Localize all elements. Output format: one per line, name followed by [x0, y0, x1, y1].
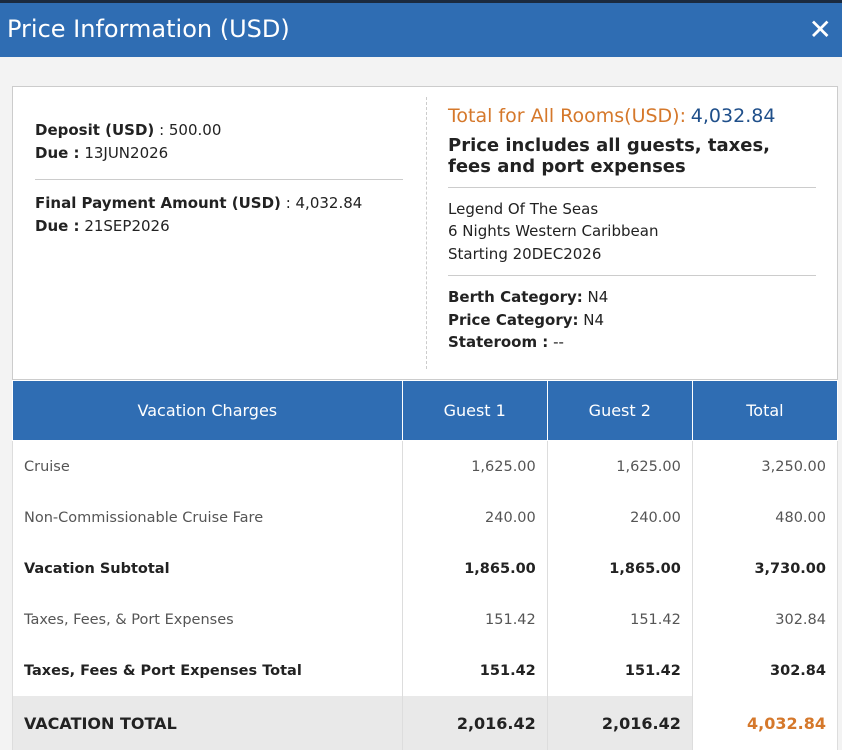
amount: 151.42 — [547, 645, 692, 696]
amount: 151.42 — [402, 594, 547, 645]
charge-label: Non-Commissionable Cruise Fare — [13, 492, 403, 543]
value: -- — [553, 333, 564, 351]
payment-info: Deposit (USD) : 500.00 Due : 13JUN2026 F… — [35, 119, 403, 238]
charge-label: Taxes, Fees, & Port Expenses — [13, 594, 403, 645]
includes-note: Price includes all guests, taxes, fees a… — [448, 135, 816, 177]
column-header: Guest 2 — [547, 381, 692, 441]
amount: 240.00 — [402, 492, 547, 543]
total-value: 4,032.84 — [691, 105, 776, 127]
separator — [448, 275, 816, 276]
value: 13JUN2026 — [84, 144, 168, 162]
divider — [426, 97, 427, 369]
ship-line: Legend Of The Seas — [448, 198, 816, 221]
label: Deposit (USD) — [35, 121, 154, 139]
column-header: Total — [692, 381, 837, 441]
close-button[interactable]: ✕ — [809, 13, 832, 46]
category: Stateroom : -- — [448, 331, 816, 354]
final-payment: Final Payment Amount (USD) : 4,032.84 — [35, 192, 403, 215]
amount: 1,865.00 — [547, 543, 692, 594]
value: : 500.00 — [159, 121, 221, 139]
label: Stateroom : — [448, 333, 548, 351]
ship-line: 6 Nights Western Caribbean — [448, 220, 816, 243]
amount: 4,032.84 — [692, 696, 837, 750]
charge-label: Cruise — [13, 441, 403, 493]
dialog-title: Price Information (USD) — [7, 15, 290, 43]
label: Price Category: — [448, 311, 579, 329]
amount: 240.00 — [547, 492, 692, 543]
column-header: Guest 1 — [402, 381, 547, 441]
charge-label: VACATION TOTAL — [13, 696, 403, 750]
charge-label: Vacation Subtotal — [13, 543, 403, 594]
value: N4 — [583, 311, 604, 329]
label: Berth Category: — [448, 288, 583, 306]
amount: 151.42 — [402, 645, 547, 696]
final-due: Due : 21SEP2026 — [35, 215, 403, 238]
amount: 480.00 — [692, 492, 837, 543]
column-header: Vacation Charges — [13, 381, 403, 441]
charge-label: Taxes, Fees & Port Expenses Total — [13, 645, 403, 696]
amount: 151.42 — [547, 594, 692, 645]
total-info: Total for All Rooms(USD): 4,032.84 Price… — [448, 105, 816, 354]
value: 21SEP2026 — [84, 217, 169, 235]
label: Final Payment Amount (USD) — [35, 194, 281, 212]
amount: 1,625.00 — [547, 441, 692, 493]
amount: 1,865.00 — [402, 543, 547, 594]
amount: 2,016.42 — [402, 696, 547, 750]
label: Due : — [35, 144, 80, 162]
separator — [35, 179, 403, 180]
category: Berth Category: N4 — [448, 286, 816, 309]
deposit: Deposit (USD) : 500.00 — [35, 119, 403, 142]
separator — [448, 187, 816, 188]
amount: 3,730.00 — [692, 543, 837, 594]
value: : 4,032.84 — [286, 194, 363, 212]
total-label: Total for All Rooms(USD): — [448, 105, 686, 127]
category: Price Category: N4 — [448, 309, 816, 332]
amount: 1,625.00 — [402, 441, 547, 493]
dialog-header: Price Information (USD) ✕ — [0, 0, 842, 57]
label: Due : — [35, 217, 80, 235]
amount: 2,016.42 — [547, 696, 692, 750]
deposit-due: Due : 13JUN2026 — [35, 142, 403, 165]
ship-line: Starting 20DEC2026 — [448, 243, 816, 266]
amount: 3,250.00 — [692, 441, 837, 493]
amount: 302.84 — [692, 645, 837, 696]
summary-panel: Deposit (USD) : 500.00 Due : 13JUN2026 F… — [12, 86, 838, 380]
amount: 302.84 — [692, 594, 837, 645]
value: N4 — [588, 288, 609, 306]
